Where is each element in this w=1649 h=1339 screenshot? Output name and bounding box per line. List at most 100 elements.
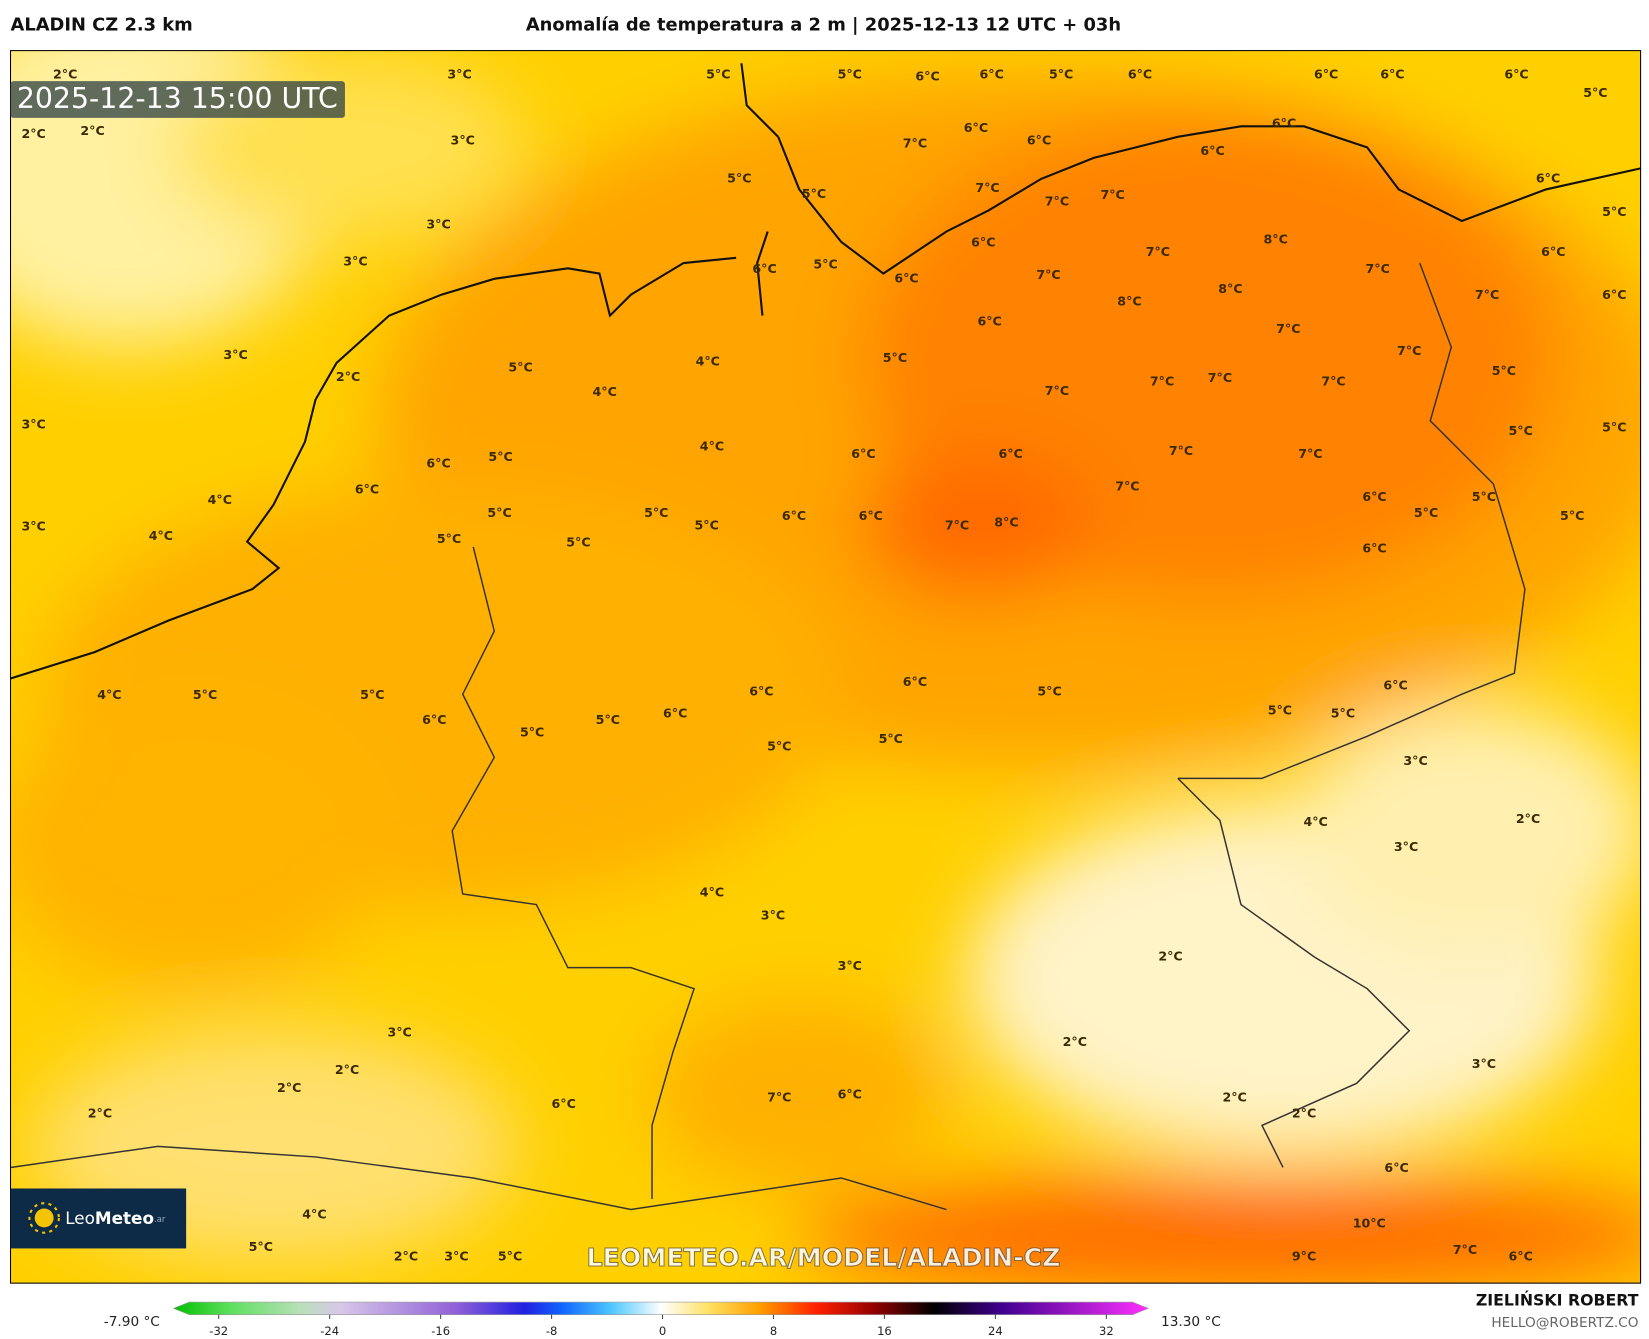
temperature-label: 6°C <box>971 235 995 250</box>
colorbar-ticks: -32 -24 -16 -8 0 8 16 24 32 <box>209 1314 1114 1338</box>
temperature-label: 7°C <box>1036 267 1060 282</box>
temperature-label: 4°C <box>593 384 617 399</box>
author: ZIELIŃSKI ROBERT <box>1476 1291 1639 1310</box>
temperature-label: 5°C <box>644 505 668 520</box>
temperature-label: 2°C <box>1516 811 1540 826</box>
temperature-label: 5°C <box>488 449 512 464</box>
temperature-label: 6°C <box>838 1086 862 1101</box>
temperature-label: 6°C <box>749 684 773 699</box>
temperature-label: 6°C <box>782 508 806 523</box>
temperature-label: 5°C <box>879 731 903 746</box>
temperature-label: 6°C <box>1027 133 1051 148</box>
temperature-label: 6°C <box>1314 66 1338 81</box>
temperature-label: 7°C <box>1276 321 1300 336</box>
temperature-label: 7°C <box>1453 1242 1477 1257</box>
colorbar-tick-label: -32 <box>209 1324 228 1338</box>
temperature-label: 3°C <box>426 217 450 232</box>
temperature-label: 6°C <box>977 313 1001 328</box>
colorbar-tick-label: -24 <box>320 1324 339 1338</box>
colorbar-tick-label: 32 <box>1099 1324 1114 1338</box>
temperature-label: 6°C <box>663 706 687 721</box>
colorbar-tick-label: 16 <box>877 1324 892 1338</box>
map-frame <box>9 50 1642 1284</box>
temperature-label: 7°C <box>1298 446 1322 461</box>
temperature-label: 2°C <box>335 1062 359 1077</box>
temperature-label: 8°C <box>1218 281 1242 296</box>
temperature-label: 4°C <box>302 1206 326 1221</box>
temperature-label: 6°C <box>1509 1248 1533 1263</box>
temperature-label: 3°C <box>451 133 475 148</box>
logo: LeoMeteo.ar <box>65 1208 166 1228</box>
temperature-label: 5°C <box>520 725 544 740</box>
temperature-label: 2°C <box>53 66 77 81</box>
temperature-label: 5°C <box>838 66 862 81</box>
temperature-label: 5°C <box>695 517 719 532</box>
temperature-label: 6°C <box>1200 143 1224 158</box>
temperature-label: 7°C <box>975 180 999 195</box>
temperature-label: 6°C <box>1541 244 1565 259</box>
temperature-label: 2°C <box>394 1248 418 1263</box>
temperature-label: 3°C <box>223 347 247 362</box>
temperature-label: 6°C <box>355 482 379 497</box>
temperature-label: 6°C <box>752 261 776 276</box>
temperature-label: 2°C <box>88 1105 112 1120</box>
temperature-label: 8°C <box>994 514 1018 529</box>
temperature-label: 3°C <box>447 66 471 81</box>
temperature-label: 6°C <box>851 446 875 461</box>
colorbar-tick-label: -8 <box>546 1324 558 1338</box>
temperature-label: 5°C <box>1602 204 1626 219</box>
temperature-label: 4°C <box>696 353 720 368</box>
borders <box>10 262 1526 1211</box>
model-name: ALADIN CZ 2.3 km <box>11 14 193 35</box>
temperature-label: 6°C <box>998 446 1022 461</box>
temperature-label: 3°C <box>343 253 367 268</box>
temperature-label: 5°C <box>1268 703 1292 718</box>
temperature-label: 5°C <box>566 534 590 549</box>
temperature-label: 7°C <box>1045 383 1069 398</box>
temperature-label: 5°C <box>1560 508 1584 523</box>
temperature-label: 5°C <box>437 531 461 546</box>
temperature-label: 2°C <box>277 1080 301 1095</box>
temperature-label: 6°C <box>1380 66 1404 81</box>
temperature-label: 5°C <box>508 360 532 375</box>
temperature-label: 6°C <box>915 68 939 83</box>
temperature-label: 7°C <box>1366 261 1390 276</box>
temperature-label: 5°C <box>1049 66 1073 81</box>
temperature-label: 6°C <box>1128 66 1152 81</box>
colorbar-tick-label: 8 <box>770 1324 777 1338</box>
legend-min: -7.90 °C <box>104 1314 160 1330</box>
temperature-label: 6°C <box>894 270 918 285</box>
temperature-label: 5°C <box>706 66 730 81</box>
temperature-label: 6°C <box>859 508 883 523</box>
temperature-label: 4°C <box>97 687 121 702</box>
temperature-label: 3°C <box>21 416 45 431</box>
temperature-label: 5°C <box>1331 706 1355 721</box>
logo-brand: Leo <box>65 1208 95 1228</box>
temperature-labels: 2°C 3°C 2°C 2°C 3°C 5°C 5°C 6°C 6°C 5°C 6°C 6°C 6°C 6… <box>21 66 1626 1263</box>
logo-rays <box>28 1202 60 1234</box>
temperature-label: 9°C <box>1292 1248 1316 1263</box>
temperature-label: 6°C <box>903 674 927 689</box>
temperature-label: 6°C <box>1602 287 1626 302</box>
temperature-label: 8°C <box>1263 231 1287 246</box>
timestamp: 2025-12-13 15:00 UTC <box>17 82 338 115</box>
temperature-label: 6°C <box>552 1096 576 1111</box>
temperature-label: 5°C <box>596 712 620 727</box>
temperature-label: 2°C <box>80 123 104 138</box>
watermark: LEOMETEO.AR/MODEL/ALADIN-CZ <box>587 1243 1061 1272</box>
temperature-label: 6°C <box>1384 1160 1408 1175</box>
temperature-label: 3°C <box>761 908 785 923</box>
temperature-label: 3°C <box>21 519 45 534</box>
temperature-label: 7°C <box>1100 187 1124 202</box>
temperature-label: 6°C <box>422 712 446 727</box>
colorbar-tick-label: 24 <box>988 1324 1003 1338</box>
logo-suffix: .ar <box>154 1213 166 1223</box>
temperature-label: 3°C <box>1472 1056 1496 1071</box>
temperature-label: 5°C <box>1583 85 1607 100</box>
email: HELLO@ROBERTZ.CO <box>1491 1315 1638 1331</box>
temperature-label: 5°C <box>767 738 791 753</box>
temperature-label: 3°C <box>444 1248 468 1263</box>
temperature-label: 10°C <box>1353 1216 1386 1231</box>
temperature-label: 4°C <box>208 492 232 507</box>
